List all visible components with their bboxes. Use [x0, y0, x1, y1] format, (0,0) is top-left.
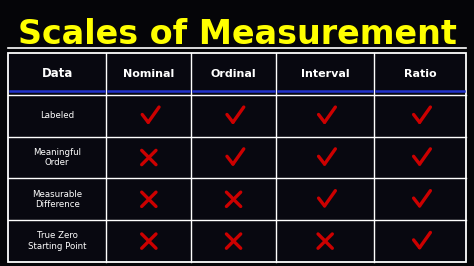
Bar	[8, 53, 466, 262]
Bar	[374, 53, 466, 95]
Bar	[374, 178, 466, 220]
Bar	[276, 53, 374, 95]
Bar	[276, 220, 374, 262]
Bar	[107, 137, 191, 178]
Bar	[276, 137, 374, 178]
Text: True Zero
Starting Point: True Zero Starting Point	[28, 231, 86, 251]
Bar	[8, 220, 107, 262]
Bar	[191, 95, 276, 137]
Text: Nominal: Nominal	[123, 69, 174, 79]
Bar	[191, 137, 276, 178]
Bar	[276, 178, 374, 220]
Bar	[8, 95, 107, 137]
Bar	[374, 137, 466, 178]
Text: Labeled: Labeled	[40, 111, 74, 120]
Bar	[374, 220, 466, 262]
Text: Meaningful
Order: Meaningful Order	[33, 148, 81, 167]
Bar	[191, 53, 276, 95]
Bar	[374, 95, 466, 137]
Text: Data: Data	[42, 67, 73, 80]
Bar	[191, 178, 276, 220]
Bar	[276, 95, 374, 137]
Text: Ordinal: Ordinal	[211, 69, 256, 79]
Text: Ratio: Ratio	[404, 69, 437, 79]
Bar	[191, 220, 276, 262]
Text: Scales of Measurement: Scales of Measurement	[18, 18, 456, 51]
Bar	[107, 95, 191, 137]
Bar	[8, 178, 107, 220]
Bar	[107, 220, 191, 262]
Bar	[8, 137, 107, 178]
Bar	[8, 53, 107, 95]
Bar	[107, 53, 191, 95]
Bar	[107, 178, 191, 220]
Text: Interval: Interval	[301, 69, 349, 79]
Text: Measurable
Difference: Measurable Difference	[32, 190, 82, 209]
